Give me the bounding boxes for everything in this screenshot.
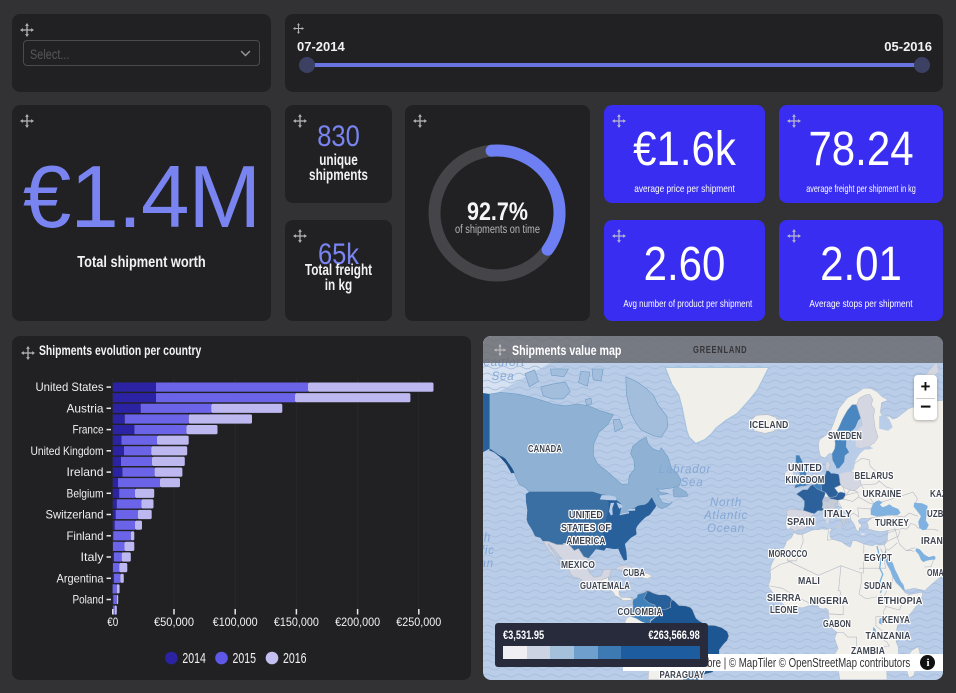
svg-text:Italy: Italy bbox=[81, 550, 104, 564]
svg-text:UNITED: UNITED bbox=[569, 509, 603, 521]
svg-text:2016: 2016 bbox=[283, 650, 307, 667]
svg-text:BELARUS: BELARUS bbox=[855, 470, 894, 482]
svg-text:€0: €0 bbox=[107, 615, 118, 629]
svg-text:€250,000: €250,000 bbox=[396, 615, 441, 629]
svg-text:AMERICA: AMERICA bbox=[567, 535, 606, 547]
svg-text:Finland: Finland bbox=[67, 529, 104, 543]
svg-text:Sea: Sea bbox=[492, 371, 515, 383]
svg-text:Labrador: Labrador bbox=[659, 464, 712, 476]
svg-text:MEXICO: MEXICO bbox=[561, 559, 595, 571]
svg-text:2014: 2014 bbox=[182, 650, 206, 667]
svg-text:LEONE: LEONE bbox=[770, 604, 798, 616]
svg-text:Ocean: Ocean bbox=[707, 523, 745, 535]
svg-text:KINGDOM: KINGDOM bbox=[786, 474, 825, 486]
svg-text:KAZ: KAZ bbox=[930, 488, 943, 500]
svg-text:IRAN: IRAN bbox=[921, 535, 943, 547]
svg-text:STATES OF: STATES OF bbox=[561, 522, 611, 534]
svg-text:Argentina: Argentina bbox=[57, 571, 104, 585]
svg-text:Austria: Austria bbox=[67, 401, 104, 415]
svg-text:Pacific: Pacific bbox=[483, 545, 495, 557]
svg-text:North: North bbox=[710, 497, 742, 509]
svg-text:SWEDEN: SWEDEN bbox=[828, 430, 862, 442]
svg-text:COLOMBIA: COLOMBIA bbox=[618, 606, 663, 618]
svg-text:Poland: Poland bbox=[73, 593, 104, 607]
svg-text:Switzerland: Switzerland bbox=[46, 508, 104, 522]
svg-text:€150,000: €150,000 bbox=[274, 615, 319, 629]
svg-text:€200,000: €200,000 bbox=[335, 615, 380, 629]
svg-text:SPAIN: SPAIN bbox=[787, 516, 815, 528]
svg-text:€100,000: €100,000 bbox=[213, 615, 258, 629]
svg-text:TURKEY: TURKEY bbox=[875, 517, 909, 529]
svg-text:KENYA: KENYA bbox=[882, 614, 910, 626]
svg-text:Belgium: Belgium bbox=[67, 486, 104, 500]
svg-text:GABON: GABON bbox=[823, 618, 851, 630]
svg-text:ETHIOPIA: ETHIOPIA bbox=[878, 595, 923, 607]
svg-text:Atlantic: Atlantic bbox=[703, 510, 748, 522]
svg-text:France: France bbox=[73, 423, 104, 437]
svg-text:MALI: MALI bbox=[798, 575, 820, 587]
svg-text:North: North bbox=[483, 532, 491, 544]
svg-text:CANADA: CANADA bbox=[528, 443, 562, 455]
svg-text:CUBA: CUBA bbox=[623, 567, 645, 579]
svg-text:ICELAND: ICELAND bbox=[750, 419, 789, 431]
svg-text:SUDAN: SUDAN bbox=[864, 580, 892, 592]
svg-text:SIERRA: SIERRA bbox=[767, 592, 801, 604]
svg-text:UZBE: UZBE bbox=[927, 508, 943, 520]
svg-text:ITALY: ITALY bbox=[824, 508, 852, 520]
svg-text:EGYPT: EGYPT bbox=[864, 552, 892, 564]
svg-text:MOROCCO: MOROCCO bbox=[769, 548, 808, 560]
svg-text:Ireland: Ireland bbox=[67, 465, 104, 479]
svg-text:€50,000: €50,000 bbox=[154, 615, 194, 629]
svg-text:2015: 2015 bbox=[233, 650, 257, 667]
svg-text:OMAN: OMAN bbox=[927, 567, 943, 579]
svg-text:United States: United States bbox=[36, 380, 104, 394]
svg-text:UKRAINE: UKRAINE bbox=[863, 488, 902, 500]
svg-text:Sea: Sea bbox=[681, 477, 704, 489]
svg-text:Ocean: Ocean bbox=[483, 558, 494, 570]
svg-text:UNITED: UNITED bbox=[788, 462, 822, 474]
svg-text:United Kingdom: United Kingdom bbox=[31, 444, 104, 458]
svg-text:GUATEMALA: GUATEMALA bbox=[580, 580, 630, 592]
svg-text:TANZANIA: TANZANIA bbox=[866, 630, 911, 642]
svg-text:NIGERIA: NIGERIA bbox=[810, 595, 849, 607]
